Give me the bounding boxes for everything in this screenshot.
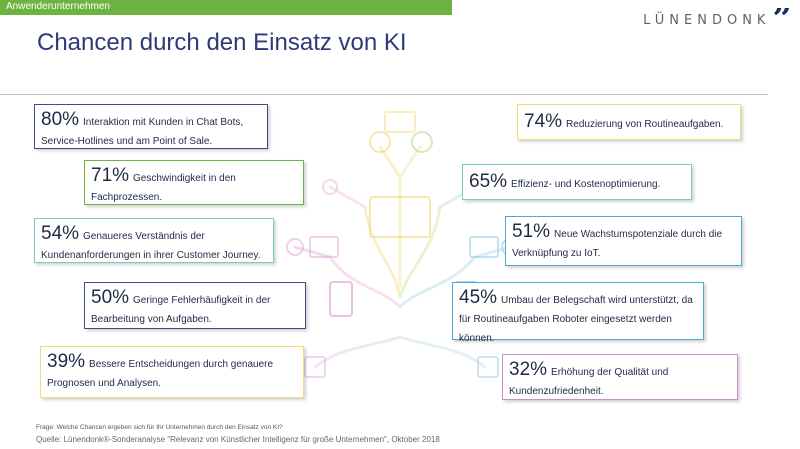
chance-box-39: 39% Bessere Entscheidungen durch genauere…	[40, 346, 304, 398]
chance-pct: 32%	[509, 359, 548, 380]
chance-pct: 51%	[512, 221, 551, 242]
logo-quote-icon: ”	[772, 8, 792, 32]
chance-pct: 39%	[47, 351, 86, 372]
chance-box-51: 51% Neue Wachstumspotenziale durch die Ve…	[505, 216, 742, 266]
chance-label: Neue Wachstumspotenziale durch die Verkn…	[512, 229, 723, 259]
chance-pct: 80%	[41, 109, 80, 130]
section-tag-bar: Anwenderunternehmen	[0, 0, 452, 15]
chance-box-50: 50% Geringe Fehlerhäufigkeit in der Bearb…	[84, 282, 306, 329]
chance-box-54: 54% Genaueres Verständnis der Kundenanfor…	[34, 218, 274, 263]
chance-label: Umbau der Belegschaft wird unterstützt, …	[459, 295, 693, 344]
chance-box-71: 71% Geschwindigkeit in den Fachprozessen.	[84, 160, 304, 205]
chance-label: Geringe Fehlerhäufigkeit in der Bearbeit…	[91, 295, 271, 325]
section-tag-label: Anwenderunternehmen	[6, 1, 110, 12]
chance-box-32: 32% Erhöhung der Qualität und Kundenzufri…	[502, 354, 738, 400]
chance-label: Interaktion mit Kunden in Chat Bots, Ser…	[41, 117, 244, 147]
chance-label: Genaueres Verständnis der Kundenanforder…	[41, 231, 261, 261]
chance-box-74: 74% Reduzierung von Routineaufgaben.	[517, 104, 741, 140]
chance-box-65: 65% Effizienz- und Kostenoptimierung.	[462, 164, 692, 200]
chance-pct: 71%	[91, 165, 130, 186]
chance-label: Bessere Entscheidungen durch genauere Pr…	[47, 359, 274, 389]
chance-label: Reduzierung von Routineaufgaben.	[566, 119, 724, 130]
chance-box-80: 80% Interaktion mit Kunden in Chat Bots, …	[34, 104, 268, 149]
chance-pct: 65%	[469, 171, 508, 192]
chance-label: Erhöhung der Qualität und Kundenzufriede…	[509, 367, 669, 397]
source-note: Quelle: Lünendonk®-Sonderanalyse "Releva…	[36, 435, 440, 444]
chance-pct: 74%	[524, 111, 563, 132]
ai-tree-illustration	[286, 111, 519, 417]
luenendonk-logo: LÜNENDONK ”	[643, 8, 792, 32]
logo-text: LÜNENDONK	[643, 12, 771, 28]
chance-pct: 50%	[91, 287, 130, 308]
title-divider	[0, 94, 768, 95]
chance-box-45: 45% Umbau der Belegschaft wird unterstütz…	[452, 282, 704, 344]
page-title: Chancen durch den Einsatz von KI	[37, 29, 407, 56]
chance-label: Effizienz- und Kostenoptimierung.	[511, 179, 661, 190]
chance-pct: 45%	[459, 287, 498, 308]
chance-pct: 54%	[41, 223, 80, 244]
chance-label: Geschwindigkeit in den Fachprozessen.	[91, 173, 236, 203]
survey-question: Frage: Welche Chancen ergeben sich für I…	[36, 424, 283, 431]
